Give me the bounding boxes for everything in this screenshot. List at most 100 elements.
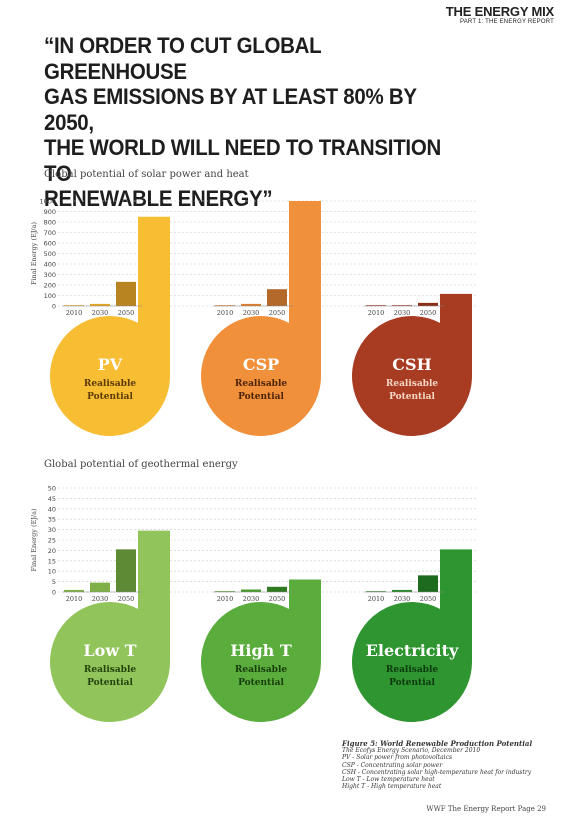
headline-quote: “IN ORDER TO CUT GLOBAL GREENHOUSE GAS E…: [44, 33, 453, 212]
report-section-subtitle: PART 1: THE ENERGY REPORT: [459, 19, 554, 25]
y-tick-label: 500: [44, 250, 56, 258]
caption-line: Hight T - High temperature heat: [342, 783, 442, 791]
x-tick-label: 2010: [217, 595, 234, 603]
bar-2010: [215, 591, 235, 592]
y-tick-label: 35: [48, 516, 56, 524]
y-tick-label: 20: [48, 547, 56, 555]
y-tick-label: 300: [44, 271, 56, 279]
panel-name: CSP: [243, 355, 279, 374]
potential-label: Potential: [238, 678, 284, 688]
bar-2010: [366, 305, 386, 306]
x-tick-label: 2010: [217, 309, 234, 317]
y-tick-label: 50: [48, 485, 56, 493]
report-section-title: THE ENERGY MIX: [445, 4, 554, 19]
realisable-label: Realisable: [235, 665, 287, 675]
x-tick-label: 2050: [420, 309, 437, 317]
x-tick-label: 2050: [420, 595, 437, 603]
bar-2010: [215, 305, 235, 306]
x-tick-label: 2030: [243, 309, 260, 317]
bar-2030: [90, 582, 110, 592]
y-tick-label: 800: [44, 219, 56, 227]
y-tick-label: 1000: [39, 198, 56, 206]
bar-2010: [64, 305, 84, 306]
geothermal-chart: 0 5 10 15 20 25 30 35 40 45 50 Final Energy (EJ/a) 2…: [30, 485, 476, 723]
x-tick-label: 2010: [66, 595, 83, 603]
x-tick-label: 2010: [66, 309, 83, 317]
panel-name: PV: [98, 355, 123, 374]
bar-2030: [241, 589, 261, 592]
y-tick-label: 25: [48, 537, 56, 545]
y-axis-label: Final Energy (EJ/a): [30, 508, 38, 572]
realisable-label: Realisable: [386, 379, 438, 389]
caption-line: CSP - Concentrating solar power: [342, 761, 443, 769]
headline-line: “IN ORDER TO CUT GLOBAL GREENHOUSE: [44, 33, 322, 84]
panel-name: Low T: [83, 641, 136, 660]
bar-2050: [267, 289, 287, 306]
bar-2030: [392, 305, 412, 306]
potential-label: Potential: [87, 392, 133, 402]
bar-2050: [418, 302, 438, 306]
bar-2030: [241, 303, 261, 306]
x-tick-label: 2010: [368, 595, 385, 603]
page-footer: WWF The Energy Report Page 29: [426, 805, 546, 813]
panel-csh: 2010 2030 2050 CSH Realisable Potential: [352, 293, 472, 437]
bar-2010: [64, 589, 84, 592]
y-tick-label: 900: [44, 208, 56, 216]
bar-2050: [116, 549, 136, 592]
panel-name: CSH: [392, 355, 431, 374]
bar-2050: [116, 281, 136, 306]
caption-title: Figure 5: World Renewable Production Pot…: [342, 739, 533, 748]
realisable-label: Realisable: [235, 379, 287, 389]
panel-electricity: 2010 2030 2050 Electricity Realisable Potenti…: [352, 549, 472, 723]
panel-pv: 2010 2030 2050 PV Realisable Potential: [50, 216, 170, 437]
x-tick-label: 2030: [394, 309, 411, 317]
x-tick-label: 2050: [118, 309, 135, 317]
caption-line: PV - Solar power from photovoltaics: [342, 754, 453, 762]
y-tick-label: 45: [48, 495, 56, 503]
y-tick-label: 0: [52, 303, 56, 311]
potential-label: Potential: [389, 678, 435, 688]
potential-bubble: [50, 530, 171, 723]
x-tick-label: 2050: [269, 309, 286, 317]
realisable-label: Realisable: [84, 665, 136, 675]
potential-bubble: [352, 549, 472, 723]
headline-line: GAS EMISSIONS BY AT LEAST 80% BY 2050,: [44, 84, 417, 135]
solar-chart: 0 100 200 300 400 500 600 700 800 900 1000 Final En…: [30, 198, 476, 437]
x-tick-label: 2010: [368, 309, 385, 317]
y-tick-label: 40: [48, 505, 56, 513]
realisable-label: Realisable: [386, 665, 438, 675]
panel-name: High T: [230, 641, 292, 660]
panel-csp: 2010 2030 2050 CSP Realisable Potential: [201, 201, 321, 437]
geothermal-chart-title: Global potential of geothermal energy: [44, 459, 238, 470]
x-tick-label: 2050: [269, 595, 286, 603]
bar-2030: [90, 303, 110, 306]
potential-bubble: [352, 293, 472, 437]
y-tick-label: 600: [44, 240, 56, 248]
y-tick-label: 10: [48, 568, 56, 576]
headline-line: RENEWABLE ENERGY”: [44, 186, 273, 211]
panel-name: Electricity: [366, 641, 459, 660]
y-tick-label: 100: [44, 292, 56, 300]
y-tick-label: 0: [52, 589, 56, 597]
y-tick-label: 400: [44, 261, 56, 269]
caption-line: Low T - Low temperature heat: [342, 776, 435, 784]
figure-caption: Figure 5: World Renewable Production Pot…: [342, 740, 572, 790]
y-axis-label: Final Energy (EJ/a): [30, 222, 38, 286]
potential-label: Potential: [389, 392, 435, 402]
headline-line: THE WORLD WILL NEED TO TRANSITION TO: [44, 135, 441, 186]
realisable-label: Realisable: [84, 379, 136, 389]
bar-2030: [392, 589, 412, 592]
x-tick-label: 2050: [118, 595, 135, 603]
y-tick-label: 15: [48, 557, 56, 565]
bar-2010: [366, 591, 386, 592]
x-tick-label: 2030: [92, 595, 109, 603]
panel-high-t: 2010 2030 2050 High T Realisable Potential: [201, 579, 321, 723]
solar-chart-title: Global potential of solar power and heat: [44, 169, 249, 180]
bar-2050: [267, 586, 287, 592]
potential-bubble: [50, 216, 170, 437]
y-tick-label: 5: [52, 578, 56, 586]
potential-bubble: [201, 201, 321, 437]
y-tick-label: 200: [44, 282, 56, 290]
